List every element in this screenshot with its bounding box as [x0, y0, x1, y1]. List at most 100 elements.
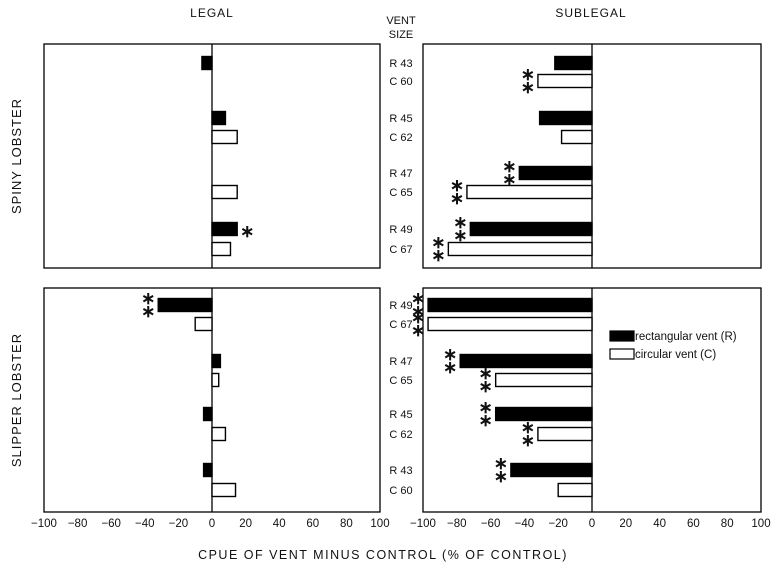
vent-size-label: R 49 [389, 224, 412, 236]
circular-vent-bar [427, 316, 593, 332]
significance-glyph: ∗ [411, 308, 425, 327]
rectangular-vent-bar [510, 462, 593, 478]
significance-glyph: ∗ [411, 321, 425, 340]
rectangular-vent-bar [538, 110, 593, 126]
significance-glyph: ∗ [453, 226, 467, 245]
chart-labels: R 43 C 60 R 45 C 62 R 47 C 65 R 49 C 67 R 49 C 67… [9, 6, 771, 562]
significance-glyph: ∗ [479, 398, 493, 417]
significance-marker: ∗∗ [521, 418, 535, 450]
significance-glyph: ∗ [450, 189, 464, 208]
circular-vent-bar [194, 316, 213, 332]
circular-vent-bar [560, 129, 593, 145]
row-label: SLIPPER LOBSTER [9, 333, 24, 467]
circular-vent-bar [537, 426, 593, 442]
x-tick-label: −80 [68, 518, 88, 530]
significance-marker: ∗∗ [453, 213, 467, 245]
x-tick-label: 100 [751, 518, 770, 530]
significance-marker: ∗∗ [443, 345, 457, 377]
rectangular-vent-bar [494, 406, 593, 422]
x-tick-label: 0 [589, 518, 595, 530]
significance-marker: ∗∗ [502, 157, 516, 189]
circular-vent-bar [557, 482, 593, 498]
significance-glyph: ∗ [240, 222, 254, 241]
x-tick-label: 100 [370, 518, 389, 530]
vent-size-label: C 60 [389, 76, 412, 88]
column-header-legal: LEGAL [190, 6, 234, 20]
significance-marker: ∗∗ [479, 364, 493, 396]
significance-glyph: ∗ [521, 65, 535, 84]
vent-size-label: R 45 [389, 113, 412, 125]
significance-glyph: ∗ [411, 289, 425, 308]
significance-marker: ∗∗ [141, 289, 155, 321]
rectangular-vent-bar [157, 297, 213, 313]
x-tick-label: 60 [687, 518, 700, 530]
row-label: SPINY LOBSTER [9, 98, 24, 214]
significance-glyph: ∗ [141, 302, 155, 321]
circular-vent-bar [211, 129, 238, 145]
legend-label: circular vent (C) [635, 349, 716, 361]
significance-glyph: ∗ [431, 246, 445, 265]
x-tick-label: −60 [481, 518, 501, 530]
significance-glyph: ∗ [502, 170, 516, 189]
vent-size-label: C 65 [389, 187, 412, 199]
significance-glyph: ∗ [450, 176, 464, 195]
x-tick-label: 20 [619, 518, 632, 530]
significance-glyph: ∗ [479, 411, 493, 430]
vent-size-label: R 45 [389, 409, 412, 421]
vent-size-label: R 47 [389, 168, 412, 180]
rectangular-vent-bar [202, 406, 213, 422]
rectangular-vent-bar [211, 221, 238, 237]
legend-label: rectangular vent (R) [635, 331, 737, 343]
vent-size-label: R 49 [389, 300, 412, 312]
significance-marker: ∗∗ [411, 308, 425, 340]
significance-glyph: ∗ [443, 345, 457, 364]
significance-marker: ∗∗ [411, 289, 425, 321]
x-axis-title: CPUE OF VENT MINUS CONTROL (% OF CONTROL… [198, 548, 568, 562]
x-tick-label: 40 [653, 518, 666, 530]
significance-glyph: ∗ [443, 358, 457, 377]
vent-size-label: C 62 [389, 132, 412, 144]
vent-size-label: R 43 [389, 465, 412, 477]
rectangular-vent-bar [469, 221, 593, 237]
x-tick-label: −100 [31, 518, 57, 530]
vent-size-label: C 65 [389, 375, 412, 387]
circular-vent-bar [447, 241, 593, 257]
circular-vent-bar [211, 184, 238, 200]
x-tick-label: 60 [306, 518, 319, 530]
circular-vent-bar [211, 241, 232, 257]
x-tick-label: 80 [721, 518, 734, 530]
rectangular-vent-bar [427, 297, 593, 313]
significance-marker: ∗∗ [431, 233, 445, 265]
column-header-sublegal: SUBLEGAL [555, 6, 626, 20]
vent-size-label: C 67 [389, 319, 412, 331]
circular-vent-bar [466, 184, 593, 200]
significance-glyph: ∗ [479, 364, 493, 383]
significance-glyph: ∗ [494, 467, 508, 486]
circular-vent-bar [494, 372, 593, 388]
rectangular-vent-bar [459, 353, 593, 369]
rectangular-vent-bar [211, 353, 222, 369]
vent-size-label: R 47 [389, 356, 412, 368]
vent-size-label: R 43 [389, 58, 412, 70]
significance-glyph: ∗ [411, 302, 425, 321]
x-tick-label: 20 [239, 518, 252, 530]
significance-glyph: ∗ [521, 418, 535, 437]
significance-marker: ∗∗ [494, 454, 508, 486]
x-tick-label: −40 [135, 518, 155, 530]
significance-glyph: ∗ [521, 431, 535, 450]
chart-marks: ∗∗∗∗∗∗∗ ∗∗∗∗∗∗∗∗∗∗∗∗ ∗∗∗∗ ∗∗∗∗ [141, 55, 593, 498]
x-tick-label: 40 [273, 518, 286, 530]
significance-glyph: ∗ [521, 78, 535, 97]
x-tick-label: 0 [209, 518, 215, 530]
circular-vent-bar [211, 426, 227, 442]
significance-glyph: ∗ [141, 289, 155, 308]
significance-glyph: ∗ [494, 454, 508, 473]
significance-glyph: ∗ [431, 233, 445, 252]
rectangular-vent-bar [202, 462, 213, 478]
vent-size-label: C 62 [389, 429, 412, 441]
rectangular-vent-bar [554, 55, 593, 71]
circular-vent-bar [211, 372, 220, 388]
vent-size-header: SIZE [389, 29, 413, 41]
legend-swatch-rectangular [609, 330, 635, 342]
